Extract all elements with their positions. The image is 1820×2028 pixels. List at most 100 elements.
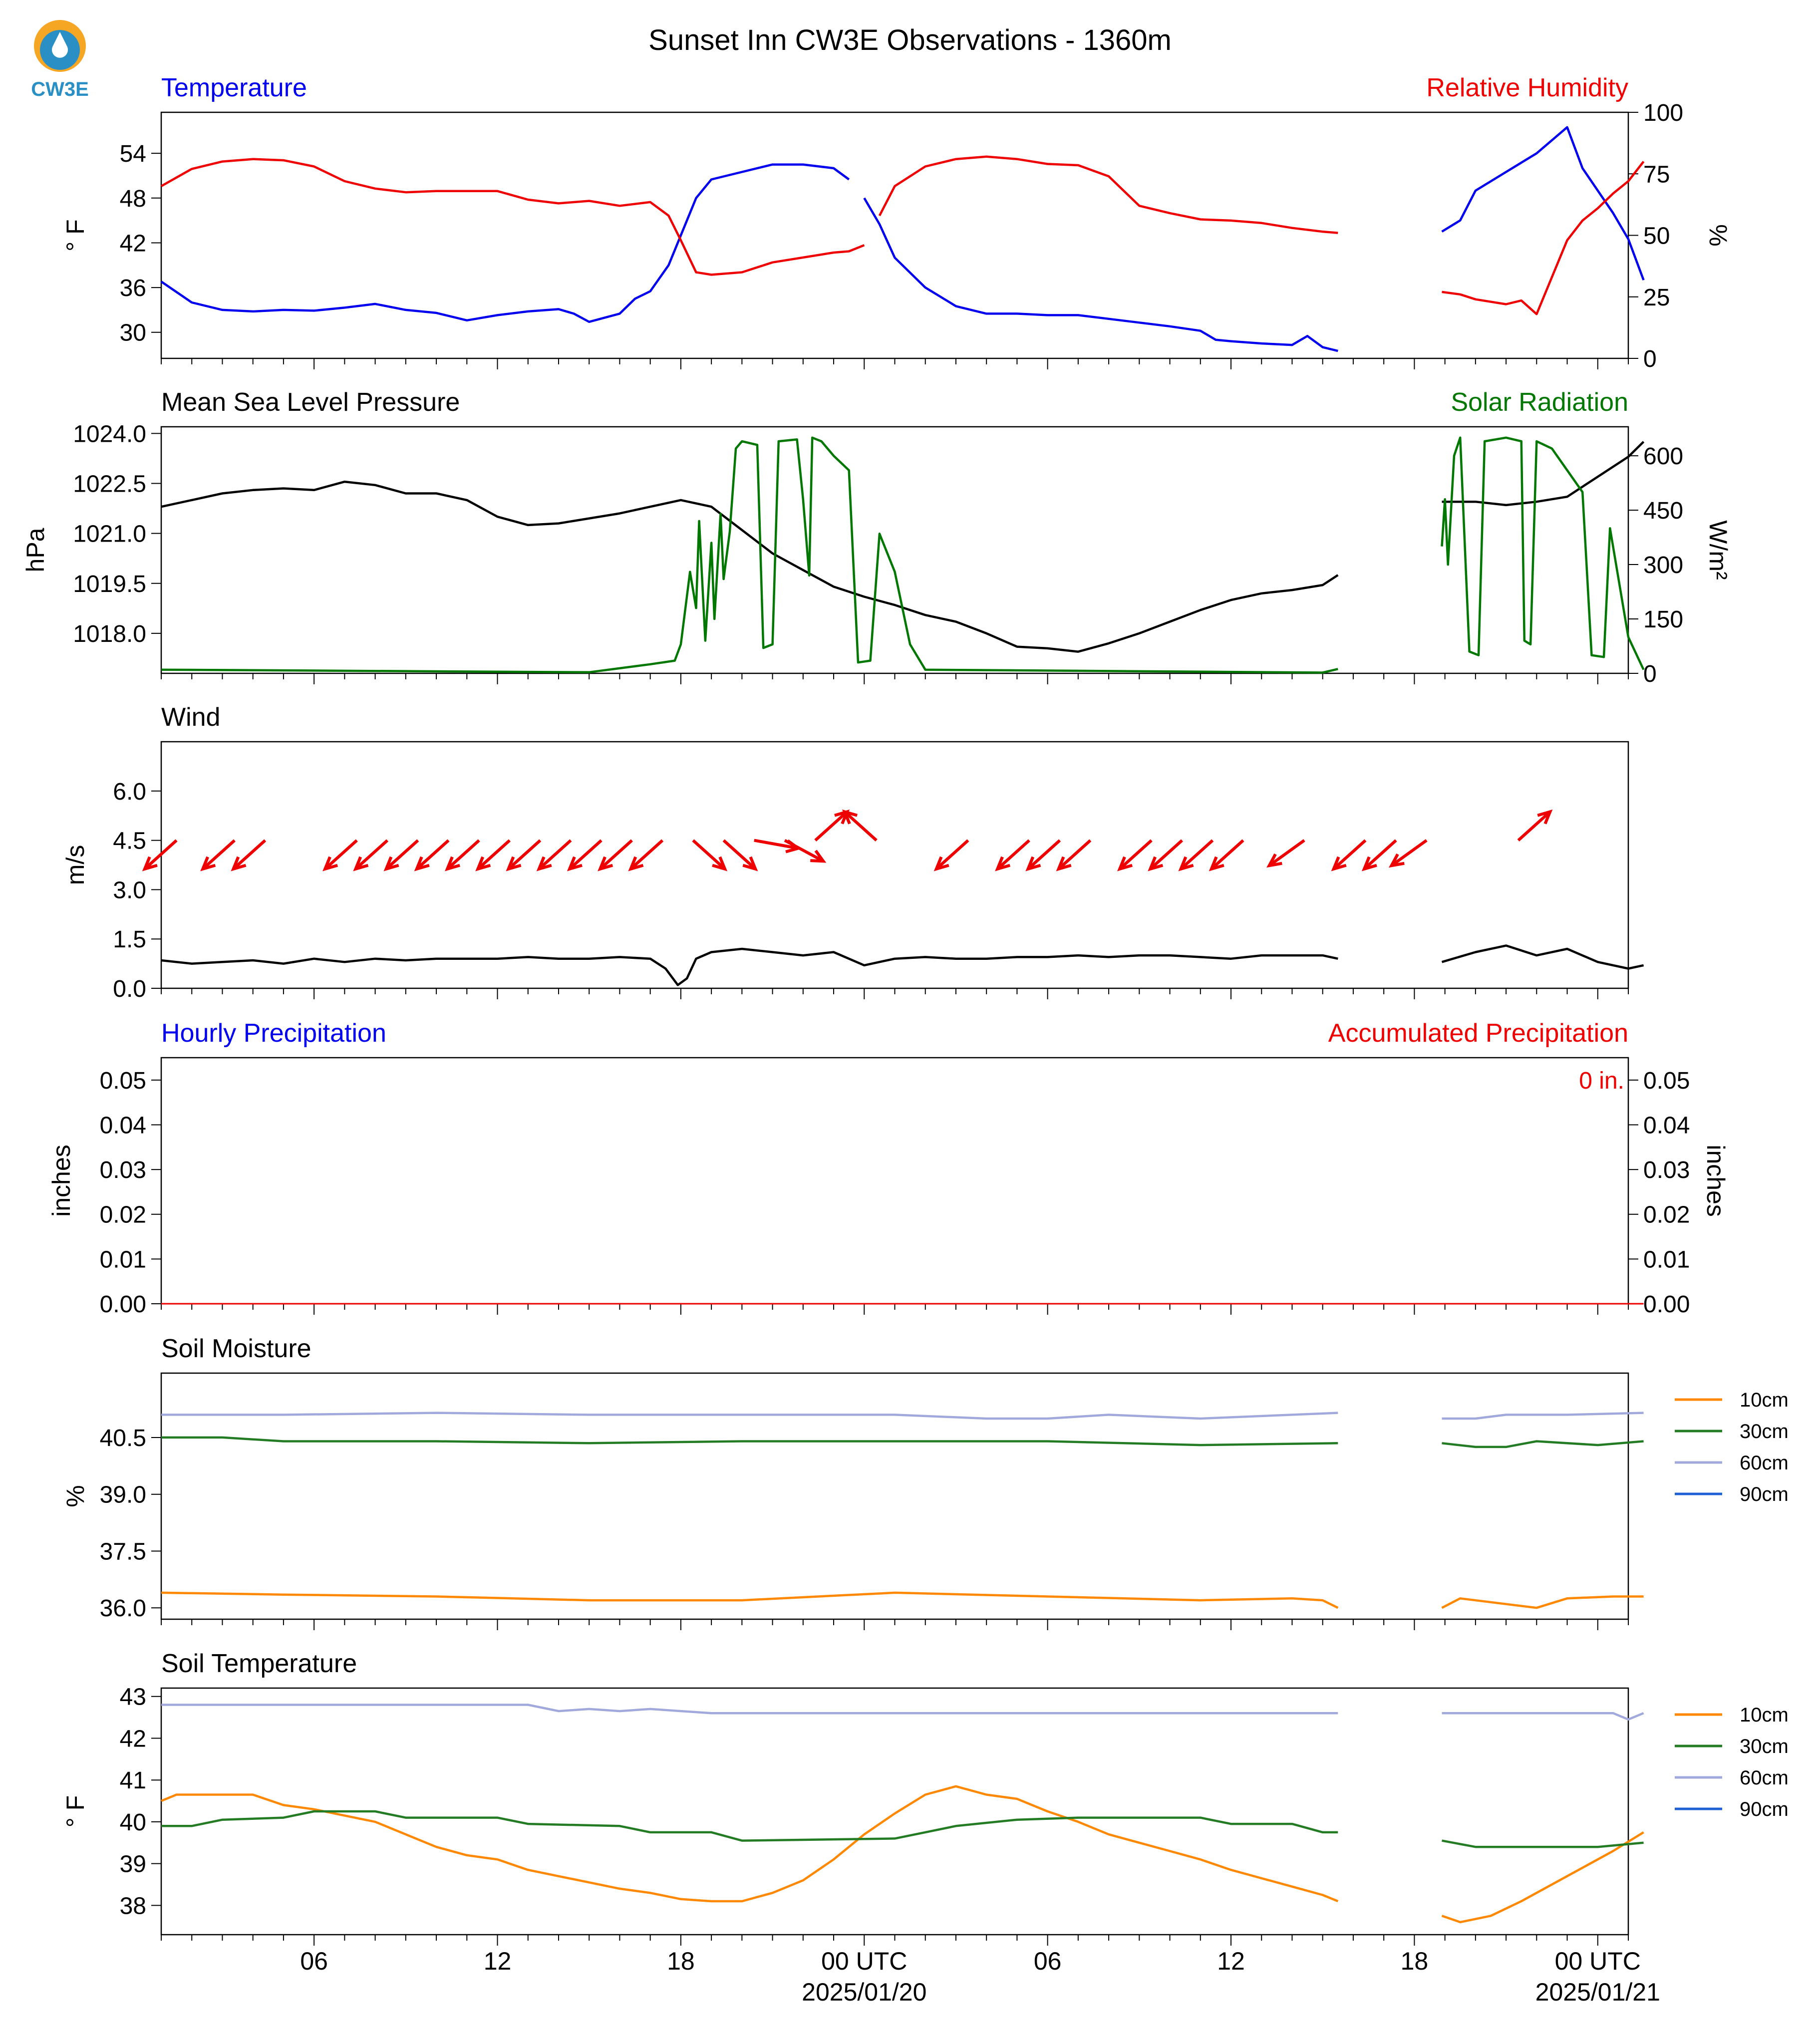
soil60-line-segment-1: [161, 1412, 1338, 1420]
y-axis-label: %: [61, 1485, 89, 1507]
accumulated-total: 0 in.: [1579, 1068, 1624, 1094]
legend-label-30cm: 30cm: [1740, 1736, 1789, 1757]
wind-arrow-shaft: [385, 839, 419, 870]
y-tick-label: 36: [120, 275, 146, 301]
wind-arrow-head: [322, 856, 338, 871]
wind-arrow-head: [628, 856, 644, 871]
wind-arrow-head: [1148, 856, 1164, 871]
wind-arrow-head: [1209, 856, 1224, 871]
wind-arrow-head: [506, 856, 522, 871]
rh-line-segment-2: [878, 155, 1338, 234]
y2-tick-label: 0.05: [1643, 1068, 1690, 1094]
wind-arrow-shaft: [354, 839, 389, 870]
wind-arrow-shaft: [814, 811, 848, 842]
temp-line-segment-1: [160, 163, 850, 323]
y2-tick-label: 0: [1643, 346, 1657, 372]
wind-arrow-head: [742, 856, 758, 871]
wind-arrow-head: [475, 856, 491, 871]
y-axis-label: inches: [47, 1145, 75, 1217]
wind-arrow-shaft: [784, 839, 824, 863]
soil30-line-segment-2: [1442, 1440, 1644, 1449]
panel-right-title: Solar Radiation: [1451, 388, 1628, 417]
y-tick-label: 1019.5: [73, 571, 146, 597]
y-tick-label: 0.05: [100, 1068, 146, 1094]
soil30-line-segment-1: [161, 1436, 1338, 1447]
cw3e-logo: CW3E: [31, 20, 89, 100]
wind-arrow-shaft: [844, 811, 878, 842]
solar-line-segment-1: [161, 436, 1338, 674]
wind-arrow-shaft: [202, 839, 236, 870]
plot-frame: [160, 1057, 1629, 1305]
solar-line-segment-2: [1441, 436, 1645, 670]
panel-title: Temperature: [161, 73, 307, 102]
soil10-line-segment-1: [161, 1591, 1339, 1609]
panel-precip: Hourly Precipitation Accumulated Precipit…: [47, 1019, 1730, 1318]
plot-frame: [160, 1372, 1629, 1620]
wind-arrow-shaft: [722, 839, 757, 870]
wind-arrow-head: [1537, 809, 1553, 825]
y2-tick-label: 0.01: [1643, 1246, 1690, 1273]
y-tick-label: 3.0: [113, 877, 146, 903]
wind-arrow-shaft: [415, 839, 450, 870]
x-date-label: 2025/01/21: [1535, 1978, 1660, 2006]
y-tick-label: 36.0: [100, 1595, 146, 1622]
wind-arrow-shaft: [1332, 839, 1367, 870]
legend-label-90cm: 90cm: [1740, 1798, 1789, 1820]
y-tick-label: 30: [120, 320, 146, 346]
wind-arrow-shaft: [1517, 811, 1551, 842]
x-tick-label: 18: [1401, 1947, 1429, 1975]
wind-arrow-head: [414, 856, 430, 871]
wind-arrow-head: [810, 850, 827, 863]
soil60-line-segment-2: [1442, 1712, 1644, 1721]
y-axis-label: m/s: [61, 845, 89, 885]
wind-arrow-shaft: [1119, 839, 1153, 870]
y-tick-label: 1022.5: [73, 471, 146, 497]
y2-tick-label: 0.00: [1643, 1291, 1690, 1318]
panel-title: Soil Temperature: [161, 1649, 357, 1678]
pressure-line-segment-2: [1442, 441, 1645, 507]
wind-arrow-head: [1361, 856, 1377, 871]
panel-soil_temperature: Soil Temperature 38 39 40 41 42 43 ° F 10cm 30cm 6…: [61, 1649, 1789, 1946]
y-tick-label: 1024.0: [73, 421, 146, 447]
wind-arrow-shaft: [1180, 839, 1214, 870]
wind-arrow-head: [712, 856, 728, 871]
y-tick-label: 40.5: [100, 1425, 146, 1451]
panel-title: Mean Sea Level Pressure: [161, 388, 460, 417]
legend-label-90cm: 90cm: [1740, 1483, 1789, 1505]
pressure-line-segment-1: [161, 480, 1339, 653]
y-tick-label: 40: [120, 1809, 146, 1836]
x-tick-label: 00 UTC: [1555, 1947, 1641, 1975]
panel-title: Hourly Precipitation: [161, 1019, 386, 1048]
y2-tick-label: 0.03: [1643, 1157, 1690, 1183]
x-date-label: 2025/01/20: [802, 1978, 926, 2006]
wind-arrow-head: [142, 856, 158, 871]
soil60-line-segment-1: [161, 1704, 1338, 1715]
wind-arrow-shaft: [477, 839, 511, 870]
y2-tick-label: 150: [1643, 606, 1683, 633]
wind-arrow-head: [1266, 853, 1282, 868]
figure-title: Sunset Inn CW3E Observations - 1360m: [648, 24, 1172, 56]
x-tick-label: 06: [300, 1947, 328, 1975]
y-tick-label: 4.5: [113, 828, 146, 855]
wind-line-segment-1: [161, 947, 1338, 986]
wind-arrow-head: [445, 856, 460, 871]
y-tick-label: 42: [120, 230, 146, 257]
y-tick-label: 1021.0: [73, 521, 146, 548]
panel-title: Soil Moisture: [161, 1334, 311, 1363]
y-tick-label: 1018.0: [73, 621, 146, 647]
rh-line-segment-3: [1442, 161, 1645, 315]
soil10-line-segment-1: [161, 1785, 1339, 1903]
y-axis-label: ° F: [61, 1795, 89, 1827]
panel-title: Wind: [161, 703, 220, 732]
wind-arrow-shaft: [629, 839, 664, 870]
y-tick-label: 39: [120, 1851, 146, 1878]
y2-tick-label: 100: [1643, 100, 1683, 126]
wind-arrow-shaft: [1390, 839, 1428, 867]
wind-arrow-head: [598, 856, 613, 871]
wind-arrow-shaft: [232, 839, 267, 870]
x-tick-label: 00 UTC: [821, 1947, 907, 1975]
y-tick-label: 0.00: [100, 1291, 146, 1318]
wind-arrow-head: [995, 856, 1011, 871]
wind-arrow-head: [567, 856, 583, 871]
plot-frame: [160, 426, 1629, 674]
